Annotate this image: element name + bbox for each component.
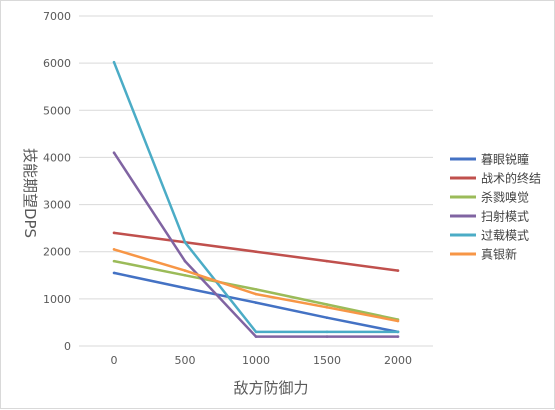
y-tick-label: 0 [64, 340, 71, 353]
y-tick-label: 2000 [43, 246, 71, 259]
y-axis-ticks: 0 1000 2000 3000 4000 5000 6000 7000 [43, 10, 71, 353]
legend-label: 真银新 [481, 247, 517, 262]
y-axis-title: 技能期望DPS [21, 148, 39, 238]
data-point [325, 303, 329, 306]
data-point [112, 151, 116, 155]
legend-label: 战术的终结 [481, 171, 541, 186]
x-tick-label: 1500 [313, 354, 341, 367]
data-point [112, 231, 116, 235]
data-point [183, 259, 187, 263]
data-point [325, 330, 329, 334]
data-point [254, 250, 258, 254]
data-point [183, 273, 187, 277]
y-tick-label: 1000 [43, 293, 71, 306]
x-tick-label: 1000 [242, 354, 270, 367]
data-point [254, 330, 258, 334]
data-point [325, 316, 329, 320]
legend-label: 暮眼锐瞳 [481, 152, 529, 167]
data-point [254, 335, 258, 338]
y-tick-label: 4000 [43, 151, 71, 164]
data-point [183, 240, 187, 244]
legend-label: 扫射模式 [481, 209, 529, 224]
data-point [254, 292, 258, 296]
data-point [325, 306, 329, 309]
data-point [183, 286, 187, 290]
data-point [325, 259, 329, 263]
y-tick-label: 7000 [43, 10, 71, 23]
data-point [254, 301, 258, 304]
x-tick-label: 2000 [384, 354, 412, 367]
data-point [396, 335, 400, 338]
series-lines [112, 60, 400, 338]
data-point [254, 288, 258, 291]
data-point [112, 271, 116, 275]
x-tick-label: 0 [111, 354, 118, 367]
legend-label: 过载模式 [481, 229, 529, 243]
data-point [112, 248, 116, 251]
y-tick-label: 6000 [43, 57, 71, 70]
y-tick-label: 5000 [43, 104, 71, 117]
x-tick-label: 500 [175, 354, 196, 367]
data-point [183, 269, 187, 272]
series-line-3 [112, 152, 398, 338]
x-axis-ticks: 0 500 1000 1500 2000 [111, 354, 413, 367]
legend-label: 杀戮嗅觉 [481, 190, 529, 205]
data-point [396, 319, 400, 323]
y-tick-label: 3000 [43, 199, 71, 212]
x-axis-title: 敌方防御力 [233, 379, 308, 397]
data-point [396, 269, 400, 272]
data-point [325, 335, 329, 338]
data-point [112, 259, 116, 263]
data-point [112, 60, 116, 64]
series-line-4 [112, 61, 398, 334]
data-point [396, 330, 400, 334]
